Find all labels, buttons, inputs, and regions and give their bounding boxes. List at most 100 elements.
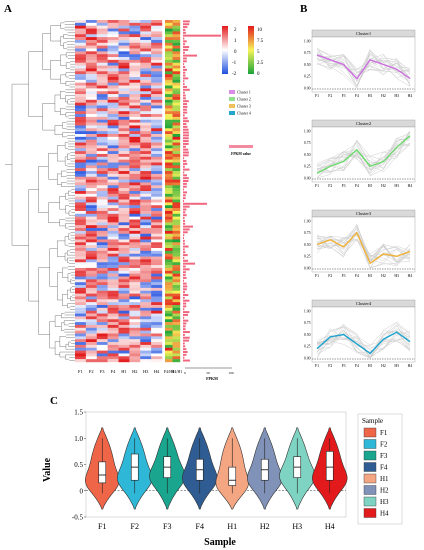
heatmap-cell — [129, 299, 141, 303]
heatmap-cell — [129, 205, 141, 209]
heatmap-cell — [129, 156, 141, 160]
heatmap-cell — [96, 136, 108, 140]
heatmap-cell — [85, 114, 97, 118]
heatmap-row — [75, 94, 163, 98]
fpkm-bar — [183, 142, 189, 145]
heatmap-cell — [129, 139, 141, 143]
heatmap-column-label: H2 — [132, 369, 138, 374]
ratio-cell — [172, 219, 181, 223]
cluster-y-tick: 1.00 — [304, 129, 311, 133]
ratio-cell — [172, 54, 181, 58]
heatmap-cell — [75, 153, 87, 157]
cluster-gene-line — [316, 130, 411, 175]
heatmap-cell — [85, 57, 97, 61]
heatmap-row — [75, 182, 163, 186]
heatmap-cell — [85, 199, 97, 203]
ratio-cell — [172, 48, 181, 52]
heatmap-cell — [85, 131, 97, 135]
cluster-y-tick: 0.00 — [304, 266, 311, 270]
fpkm-bar — [183, 80, 185, 83]
heatmap-cell — [129, 208, 141, 212]
heatmap-row — [75, 319, 163, 323]
ratio-cell — [172, 134, 181, 138]
ratio-cell — [165, 202, 173, 206]
heatmap-cell — [85, 344, 97, 348]
heatmap-cell — [129, 119, 141, 123]
svg-text:0: 0 — [184, 371, 186, 375]
heatmap-cell — [96, 290, 108, 294]
ratio-cell — [172, 162, 181, 166]
heatmap-cell — [75, 136, 87, 140]
heatmap-cell — [140, 267, 152, 271]
heatmap-cell — [107, 327, 119, 331]
heatmap-cell — [118, 153, 130, 157]
ratio-cell — [165, 114, 173, 118]
heatmap-cell — [75, 262, 87, 266]
ratio-cell — [165, 131, 173, 135]
heatmap-cell — [85, 191, 97, 195]
ratio-column-label: F4/H1 — [164, 369, 174, 374]
heatmap-cell — [96, 205, 108, 209]
heatmap-cell — [151, 99, 163, 103]
heatmap-row — [75, 74, 163, 78]
heatmap-row — [75, 145, 163, 149]
violin-y-tick: -0.5 — [72, 514, 84, 522]
heatmap-cell — [129, 319, 141, 323]
heatmap-cell — [118, 282, 130, 286]
heatmap-cell — [107, 299, 119, 303]
ratio-cell — [165, 57, 173, 61]
heatmap-cell — [85, 248, 97, 252]
heatmap-cell — [75, 322, 87, 326]
heatmap-cell — [85, 225, 97, 229]
heatmap-cell — [75, 42, 87, 46]
heatmap-cell — [129, 265, 141, 269]
heatmap-cell — [129, 165, 141, 169]
heatmap-cell — [118, 25, 130, 29]
heatmap-cell — [129, 79, 141, 83]
heatmap-cell — [96, 165, 108, 169]
heatmap-cell — [107, 287, 119, 291]
heatmap-cell — [151, 71, 163, 75]
heatmap-cell — [151, 54, 163, 58]
heatmap-cell — [118, 210, 130, 214]
cluster-gene-line — [316, 323, 411, 350]
heatmap-cell — [118, 333, 130, 337]
heatmap-cell — [151, 22, 163, 26]
heatmap-cell — [85, 94, 97, 98]
heatmap-cell — [85, 333, 97, 337]
heatmap-cell — [75, 176, 87, 180]
heatmap-cell — [96, 245, 108, 249]
heatmap-cell — [75, 350, 87, 354]
heatmap-cell — [140, 28, 152, 32]
heatmap-cell — [107, 34, 119, 38]
heatmap-cell — [107, 347, 119, 351]
heatmap-row — [75, 270, 163, 274]
heatmap-cell — [75, 253, 87, 257]
cluster-y-tick: 1.00 — [304, 309, 311, 313]
ratio-cell — [165, 210, 173, 214]
heatmap-cell — [140, 151, 152, 155]
heatmap-cell — [96, 225, 108, 229]
ratio-cell — [165, 62, 173, 66]
heatmap-cell — [140, 185, 152, 189]
violin-x-tick: H4 — [325, 522, 335, 531]
heatmap-cell — [118, 330, 130, 334]
heatmap-cell — [96, 59, 108, 63]
heatmap-cell — [140, 51, 152, 55]
heatmap-cell — [96, 259, 108, 263]
ratio-cell — [172, 273, 181, 277]
violin-legend-label: H1 — [380, 475, 389, 483]
heatmap-cell — [151, 74, 163, 78]
heatmap-cell — [85, 313, 97, 317]
heatmap-cell — [107, 336, 119, 340]
ratio-cell — [165, 42, 173, 46]
heatmap-cell — [107, 191, 119, 195]
ratio-cell — [172, 188, 181, 192]
ratio-cell — [172, 202, 181, 206]
heatmap-cell — [75, 267, 87, 271]
ratio-cell — [172, 179, 181, 183]
heatmap-cell — [85, 156, 97, 160]
heatmap-cell — [140, 48, 152, 52]
heatmap-cell — [85, 119, 97, 123]
heatmap-cell — [85, 228, 97, 232]
